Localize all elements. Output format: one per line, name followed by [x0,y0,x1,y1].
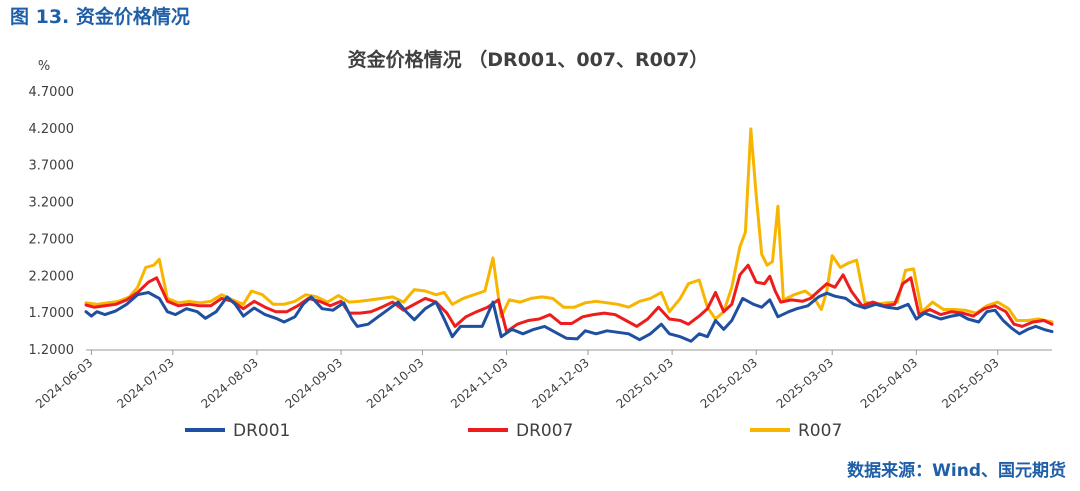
x-tick-label: 2024-08-03 [198,356,260,412]
legend-label-dr007: DR007 [516,421,573,441]
x-tick-label: 2025-01-03 [614,356,676,412]
y-tick-label: 3.2000 [29,196,75,211]
series-line-dr001 [84,291,1054,343]
y-tick-label: 1.7000 [29,306,75,321]
legend-label-r007: R007 [798,421,842,441]
x-tick-label: 2025-02-03 [698,356,760,412]
x-tick-label: 2025-05-03 [939,356,1001,412]
series-line-r007 [84,127,1054,324]
legend-label-dr001: DR001 [233,421,290,441]
series-layer [84,127,1054,343]
legend: DR001 DR007 R007 [185,421,842,441]
figure-caption: 图 13. 资金价格情况 [10,6,190,28]
x-axis: 2024-06-03 2024-07-03 2024-08-03 2024-09-03… [33,349,1052,412]
y-axis: 4.7000 4.2000 3.7000 3.2000 2.7000 2.2000 1.70… [29,85,75,358]
y-tick-label: 2.7000 [29,232,75,247]
data-source-note: 数据来源：Wind、国元期货 [847,461,1066,481]
y-tick-label: 2.2000 [29,269,75,284]
x-tick-label: 2024-09-03 [283,356,345,412]
x-tick-label: 2024-11-03 [448,356,510,412]
y-axis-unit-label: % [38,59,50,74]
y-tick-label: 4.7000 [29,85,75,100]
chart-title: 资金价格情况 （DR001、007、R007） [348,48,709,71]
x-tick-label: 2025-03-03 [774,356,836,412]
y-tick-label: 1.2000 [29,343,75,358]
y-tick-label: 3.7000 [29,159,75,174]
x-tick-label: 2024-10-03 [364,356,426,412]
x-tick-label: 2024-12-03 [529,356,591,412]
x-tick-label: 2024-06-03 [33,356,95,412]
x-tick-label: 2025-04-03 [858,356,920,412]
x-tick-label: 2024-07-03 [114,356,176,412]
series-line-dr007 [84,263,1054,334]
y-tick-label: 4.2000 [29,122,75,137]
